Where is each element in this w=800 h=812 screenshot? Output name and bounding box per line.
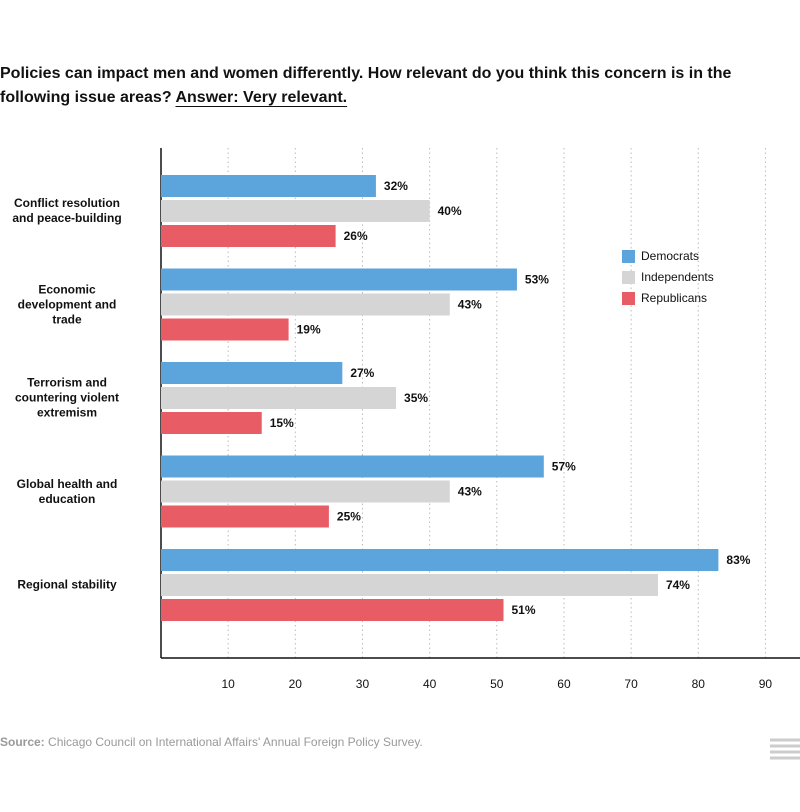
bar bbox=[161, 293, 450, 316]
value-label: 35% bbox=[404, 391, 428, 405]
bar bbox=[161, 412, 262, 434]
x-tick-label: 40 bbox=[423, 677, 437, 691]
x-tick-label: 80 bbox=[692, 677, 706, 691]
bar bbox=[161, 549, 719, 571]
value-label: 57% bbox=[552, 460, 576, 474]
legend-swatch bbox=[622, 292, 635, 305]
bar bbox=[161, 362, 343, 384]
category-label: Global health and education bbox=[16, 476, 118, 506]
bar bbox=[161, 455, 544, 478]
source-text: Chicago Council on International Affairs… bbox=[48, 735, 423, 749]
value-label: 43% bbox=[458, 485, 482, 499]
value-label: 25% bbox=[337, 510, 361, 524]
value-label: 43% bbox=[458, 298, 482, 312]
bar bbox=[161, 480, 450, 503]
value-label: 40% bbox=[438, 204, 462, 218]
legend-swatch bbox=[622, 250, 635, 263]
menu-icon[interactable] bbox=[768, 738, 800, 762]
legend-label: Republicans bbox=[641, 291, 707, 305]
value-label: 53% bbox=[525, 273, 549, 287]
bar bbox=[161, 268, 517, 291]
category-label: Economic development and trade bbox=[17, 282, 117, 326]
bar bbox=[161, 318, 289, 341]
bar bbox=[161, 387, 397, 409]
x-tick-label: 60 bbox=[557, 677, 571, 691]
chart: 10 20 30 40 50 60 70 80 90 32% 53% 27% 57% 83% 40% 43% 3… bbox=[160, 148, 800, 691]
x-tick-label: 20 bbox=[289, 677, 303, 691]
x-tick-label: 90 bbox=[759, 677, 773, 691]
x-tick-label: 30 bbox=[356, 677, 370, 691]
bar bbox=[161, 175, 376, 197]
value-label: 51% bbox=[512, 603, 536, 617]
legend-swatch bbox=[622, 271, 635, 284]
bar bbox=[161, 574, 658, 596]
value-label: 19% bbox=[297, 323, 321, 337]
value-label: 74% bbox=[666, 578, 690, 592]
value-label: 32% bbox=[384, 179, 408, 193]
legend-label: Democrats bbox=[641, 249, 699, 263]
source: Source: Chicago Council on International… bbox=[0, 735, 423, 749]
x-tick-label: 50 bbox=[490, 677, 504, 691]
x-tick-label: 10 bbox=[221, 677, 235, 691]
source-label: Source: bbox=[0, 735, 45, 749]
chart-title: Policies can impact men and women differ… bbox=[0, 62, 790, 110]
value-label: 83% bbox=[726, 553, 750, 567]
value-label: 26% bbox=[344, 229, 368, 243]
category-label: Regional stability bbox=[17, 577, 117, 592]
bar bbox=[161, 505, 329, 528]
title-answer: Answer: Very relevant. bbox=[175, 89, 348, 106]
bar bbox=[161, 225, 336, 247]
value-label: 15% bbox=[270, 416, 294, 430]
title-text: Policies can impact men and women differ… bbox=[0, 65, 732, 106]
category-label: Terrorism and countering violent extremi… bbox=[14, 375, 119, 420]
bar bbox=[161, 200, 430, 222]
x-tick-label: 70 bbox=[624, 677, 638, 691]
category-label: Conflict resolution and peace-building bbox=[12, 196, 122, 225]
value-label: 27% bbox=[350, 366, 374, 380]
legend-label: Independents bbox=[641, 270, 714, 284]
bar bbox=[161, 599, 504, 621]
